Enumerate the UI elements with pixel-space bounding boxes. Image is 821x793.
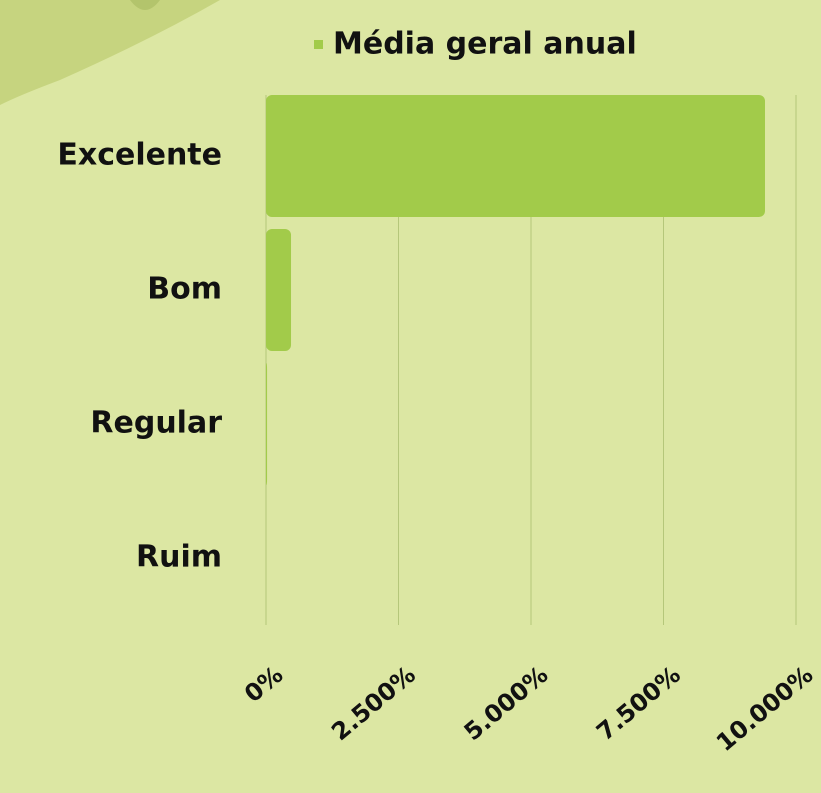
decoration [130, 0, 160, 10]
y-tick-label: Regular [90, 406, 222, 441]
bar [266, 229, 292, 351]
y-tick-label: Excelente [57, 138, 222, 173]
decoration [0, 0, 220, 105]
bar [266, 363, 268, 485]
bar [266, 95, 765, 217]
legend-swatch [314, 40, 323, 49]
legend-label: Média geral anual [333, 27, 637, 62]
y-tick-label: Bom [147, 272, 222, 307]
y-tick-label: Ruim [136, 540, 222, 575]
